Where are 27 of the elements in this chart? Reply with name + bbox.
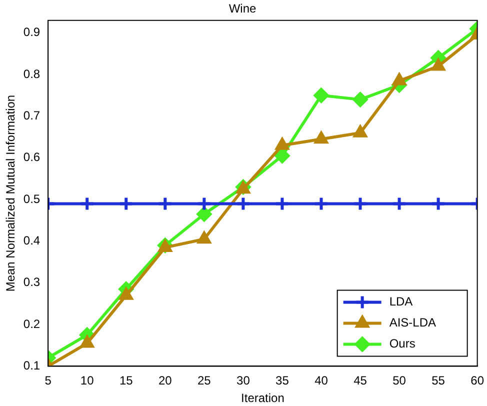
y-tick-label: 0.3 [23, 275, 40, 290]
x-tick-label: 45 [354, 374, 368, 388]
x-tick-label: 40 [314, 374, 328, 388]
legend-label: Ours [389, 336, 416, 351]
x-tick-label: 5 [44, 374, 52, 388]
x-tick-label: 35 [276, 374, 290, 388]
legend-label: LDA [389, 294, 413, 309]
legend-label: AIS-LDA [389, 316, 436, 330]
y-tick-label: 0.4 [23, 234, 40, 248]
x-tick-label: 15 [119, 374, 134, 388]
x-axis-title: Iteration [241, 391, 284, 406]
y-tick-label: 0.5 [23, 192, 40, 206]
x-tick-label: 55 [432, 374, 446, 388]
x-tick-label: 50 [392, 374, 406, 388]
x-tick-label: 30 [236, 374, 250, 388]
x-tick-label: 25 [197, 374, 212, 388]
y-tick-label: 0.6 [23, 150, 40, 164]
y-tick-label: 0.2 [23, 316, 40, 331]
y-tick-label: 0.8 [23, 66, 40, 81]
chart-title: Wine [228, 2, 256, 16]
y-axis-title: Mean Normalized Mutual Information [4, 94, 18, 292]
x-tick-label: 60 [470, 374, 484, 388]
y-tick-label: 0.7 [23, 108, 40, 123]
y-tick-label: 0.9 [23, 25, 40, 40]
y-tick-label: 0.1 [23, 358, 40, 373]
x-tick-label: 20 [158, 374, 172, 388]
x-tick-label: 10 [80, 374, 94, 388]
